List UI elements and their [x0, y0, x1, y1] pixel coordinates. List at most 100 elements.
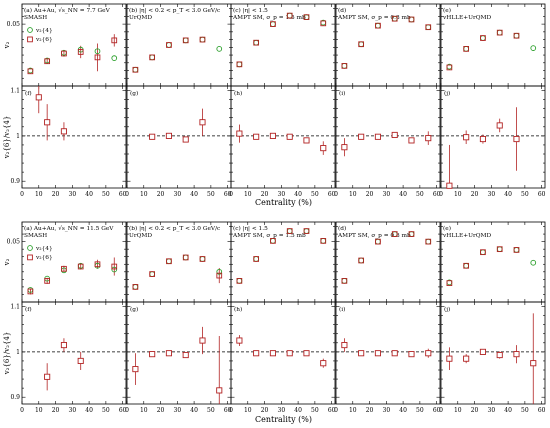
- panel-label-c: (c) |η| < 1.5: [233, 7, 268, 14]
- y-tick-label: 0.9: [10, 394, 20, 401]
- x-tick-label: 20: [261, 407, 269, 414]
- x-tick-label: 20: [471, 191, 479, 198]
- x-tick-label: 40: [85, 407, 93, 414]
- panel-label-ratio: (f): [25, 306, 32, 313]
- v24-point: [530, 259, 537, 266]
- ratio-point: [446, 355, 453, 362]
- ratio-point: [182, 351, 189, 359]
- v26-point: [425, 24, 432, 31]
- v24-point: [166, 258, 172, 265]
- y-axis-label-bottom: v₂{6}/v₂{4}: [3, 332, 11, 376]
- v26-point: [149, 271, 156, 277]
- x-tick-label: 20: [366, 191, 374, 198]
- v26-point: [496, 29, 503, 36]
- ratio-frame-c: [230, 301, 336, 405]
- v26-point: [94, 261, 101, 268]
- v24-point: [270, 238, 276, 244]
- y-axis-label-top: v₂: [3, 41, 11, 49]
- v26-point: [446, 280, 453, 286]
- ratio-point: [199, 337, 206, 344]
- x-tick-label: 40: [399, 407, 407, 414]
- v26-point: [513, 32, 520, 39]
- v26-point: [286, 228, 293, 234]
- ratio-point: [165, 132, 172, 139]
- x-tick-label: 10: [140, 407, 148, 414]
- panel-label-b: (b) |η| < 0.2 < p_T < 3.0 GeV/c: [129, 225, 220, 232]
- v26-point: [44, 278, 51, 284]
- x-tick-label: 60: [224, 191, 232, 198]
- ratio-point: [496, 122, 503, 129]
- panel-model-c: AMPT SM, σ_p = 1.5 mb: [232, 233, 306, 239]
- v26-point: [44, 58, 51, 65]
- y-tick-label: 1: [16, 349, 20, 356]
- v24-point: [94, 48, 101, 55]
- v24-point: [253, 39, 260, 46]
- x-tick-label: 50: [416, 191, 424, 198]
- v26-point: [132, 284, 139, 290]
- ratio-point: [132, 366, 139, 373]
- v26-point: [199, 256, 206, 262]
- v26-point: [480, 249, 486, 256]
- legend-marker-v26: [27, 254, 33, 261]
- v24-point: [216, 46, 223, 52]
- panel-model-d: AMPT SM, σ_p = 0.8 mb: [337, 233, 411, 239]
- x-tick-label: 30: [69, 191, 77, 198]
- v26-point: [513, 247, 520, 253]
- legend-label-v24: v₂{4}: [35, 28, 53, 34]
- ratio-frame-e: [440, 301, 546, 405]
- legend-label-v26: v₂{6}: [35, 37, 53, 43]
- x-axis-label: Centrality (%): [255, 198, 312, 207]
- y-tick-label: 0.05: [7, 239, 21, 246]
- x-tick-label: 0: [20, 191, 24, 198]
- y-tick-label: 1: [16, 133, 20, 140]
- ratio-point: [425, 135, 432, 142]
- v24-point: [496, 246, 503, 253]
- v24-point: [513, 247, 520, 253]
- x-tick-label: 40: [399, 191, 407, 198]
- x-tick-label: 50: [207, 191, 215, 198]
- v26-point: [270, 238, 276, 244]
- v24-point: [480, 35, 486, 41]
- panel-label-ratio: (g): [130, 306, 138, 313]
- v24-point: [341, 278, 348, 284]
- v26-point: [61, 50, 67, 57]
- v26-point: [77, 49, 84, 55]
- panel-model-a: SMASH: [24, 233, 47, 239]
- ratio-point: [303, 137, 310, 144]
- x-tick-label: 0: [20, 407, 24, 414]
- ratio-point: [199, 119, 206, 126]
- x-tick-label: 20: [52, 407, 60, 414]
- v26-point: [111, 263, 118, 270]
- panel-model-e: vHLLE+UrQMD: [442, 15, 491, 21]
- v24-point: [182, 37, 189, 44]
- x-tick-label: 30: [383, 407, 391, 414]
- ratio-frame-a: [21, 85, 127, 189]
- v24-point: [463, 262, 470, 269]
- x-tick-label: 60: [119, 407, 127, 414]
- y-tick-label: 1.1: [10, 88, 20, 95]
- v26-point: [303, 228, 310, 234]
- v24-point: [111, 266, 118, 273]
- v26-point: [61, 265, 67, 272]
- v26-point: [425, 238, 432, 245]
- ratio-point: [165, 350, 172, 357]
- ratio-frame-d: [335, 301, 441, 405]
- v26-point: [375, 22, 381, 29]
- panel-label-b: (b) |η| < 0.2 < p_T < 3.0 GeV/c: [129, 7, 220, 14]
- v26-point: [166, 42, 172, 48]
- x-tick-label: 0: [334, 407, 338, 414]
- v26-point: [408, 16, 415, 23]
- x-tick-label: 20: [261, 191, 269, 198]
- v24-point: [425, 24, 432, 31]
- panel-label-ratio: (f): [25, 90, 32, 97]
- x-tick-label: 40: [294, 191, 302, 198]
- panel-label-a: (a) Au+Au, √s_NN = 7.7 GeV: [24, 7, 111, 14]
- ratio-point: [391, 350, 398, 357]
- x-tick-label: 0: [125, 407, 129, 414]
- ratio-point: [320, 145, 327, 152]
- v26-point: [463, 46, 470, 52]
- v24-point: [480, 249, 486, 256]
- v26-point: [286, 12, 293, 19]
- legend-label-v26: v₂{6}: [35, 255, 53, 261]
